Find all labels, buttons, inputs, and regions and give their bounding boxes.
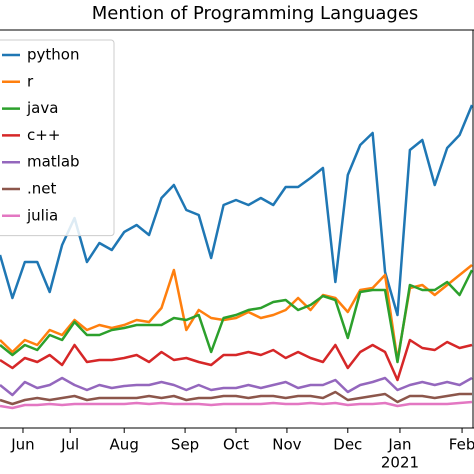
x-tick-label: Jan: [387, 436, 411, 454]
x-tick-label: Aug: [110, 436, 139, 454]
x-tick-label: Feb: [449, 436, 474, 454]
x-tick-label: Dec: [333, 436, 362, 454]
legend-box: [0, 39, 115, 237]
line-series: [0, 338, 473, 382]
x-tick-label: Oct: [223, 436, 249, 454]
legend-label: matlab: [27, 153, 80, 171]
x-tick-sublabel: 2021: [381, 454, 419, 472]
legend-label: .net: [27, 180, 57, 198]
x-tick-label: Sep: [171, 436, 199, 454]
line-series: [0, 376, 473, 397]
legend-label: java: [26, 99, 58, 117]
line-series: [0, 269, 474, 364]
x-tick-label: Jul: [60, 436, 79, 454]
x-tick-label: Nov: [272, 436, 301, 454]
line-series: [0, 390, 472, 406]
legend-label: r: [27, 72, 34, 90]
legend-label: python: [27, 46, 79, 64]
line-series: [0, 400, 473, 410]
legend-label: julia: [26, 206, 58, 224]
legend-label: c++: [27, 126, 60, 144]
chart-title: Mention of Programming Languages: [92, 3, 419, 24]
x-tick-label: Jun: [10, 436, 34, 454]
